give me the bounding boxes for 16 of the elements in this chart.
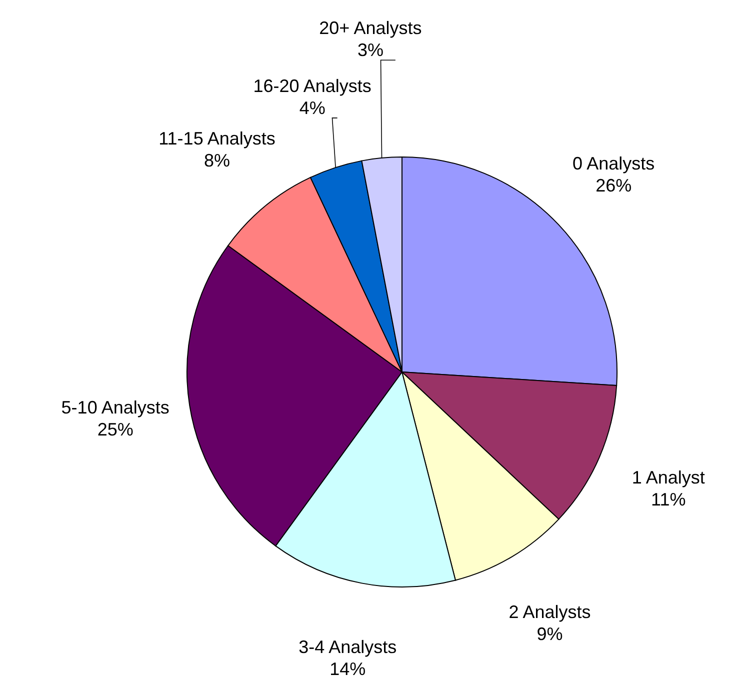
slice-label: 5-10 Analysts — [61, 397, 170, 418]
data-label: 25% — [97, 419, 134, 440]
data-label: 3% — [357, 40, 384, 60]
data-label: 9% — [536, 624, 563, 644]
slice-label: 0 Analysts — [572, 153, 655, 174]
slice-label: 3-4 Analysts — [298, 637, 397, 658]
slice-label: 16-20 Analysts — [253, 76, 372, 96]
slice-label: 11-15 Analysts — [158, 128, 276, 148]
data-label: 11% — [651, 489, 686, 510]
data-label: 4% — [299, 98, 326, 118]
data-label: 14% — [330, 659, 366, 680]
slice-label: 2 Analysts — [508, 602, 591, 622]
data-label: 26% — [596, 175, 632, 196]
slice-label: 20+ Analysts — [319, 18, 422, 38]
data-label: 8% — [204, 150, 230, 170]
slice-label: 1 Analyst — [632, 467, 705, 488]
